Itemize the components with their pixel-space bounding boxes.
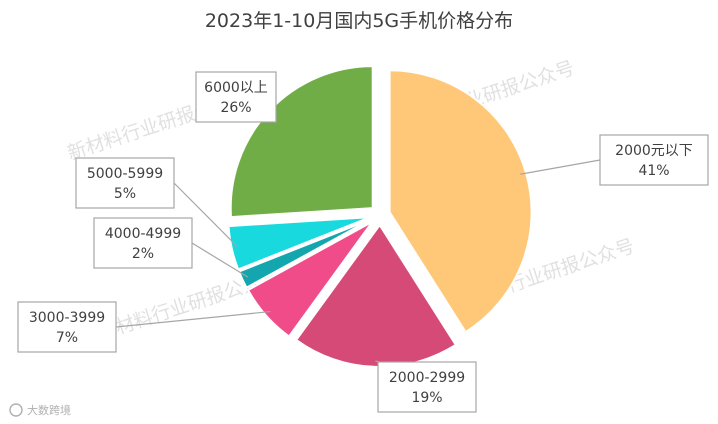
pie-slices [227, 65, 533, 368]
category-label: 6000以上 [204, 80, 268, 96]
category-label: 2000元以下 [615, 143, 693, 159]
chart-title: 2023年1-10月国内5G手机价格分布 [204, 10, 514, 32]
leader-line [173, 182, 238, 248]
data-label-box [377, 361, 477, 413]
data-label-box [195, 71, 277, 123]
data-label: 41% [638, 163, 669, 179]
data-label: 2% [132, 246, 154, 262]
leader-line [191, 242, 249, 278]
data-label: 5% [114, 186, 136, 202]
pie-slice-1 [388, 69, 533, 334]
data-label-box [75, 157, 175, 209]
pie-slice-5 [227, 216, 371, 271]
source-logo-icon [9, 403, 23, 417]
data-label: 7% [56, 330, 78, 346]
category-label: 4000-4999 [105, 226, 181, 242]
pie-slice-3 [246, 220, 374, 338]
leader-line [520, 159, 601, 175]
data-labels: 2000元以下 41% 2000-2999 19% 3000-3999 7% 4000-49… [17, 71, 709, 413]
data-label: 19% [411, 390, 442, 406]
pie-slice-2 [294, 223, 458, 368]
data-label: 26% [220, 100, 251, 116]
source-logo: 大数跨境 [9, 403, 71, 417]
category-label: 5000-5999 [87, 166, 163, 182]
source-logo-text: 大数跨境 [27, 403, 71, 417]
leader-line [115, 310, 271, 328]
category-label: 3000-3999 [29, 310, 105, 326]
category-label: 2000-2999 [389, 370, 465, 386]
data-label-box [93, 217, 193, 269]
data-label-box [17, 301, 117, 353]
data-label-box [599, 134, 709, 186]
